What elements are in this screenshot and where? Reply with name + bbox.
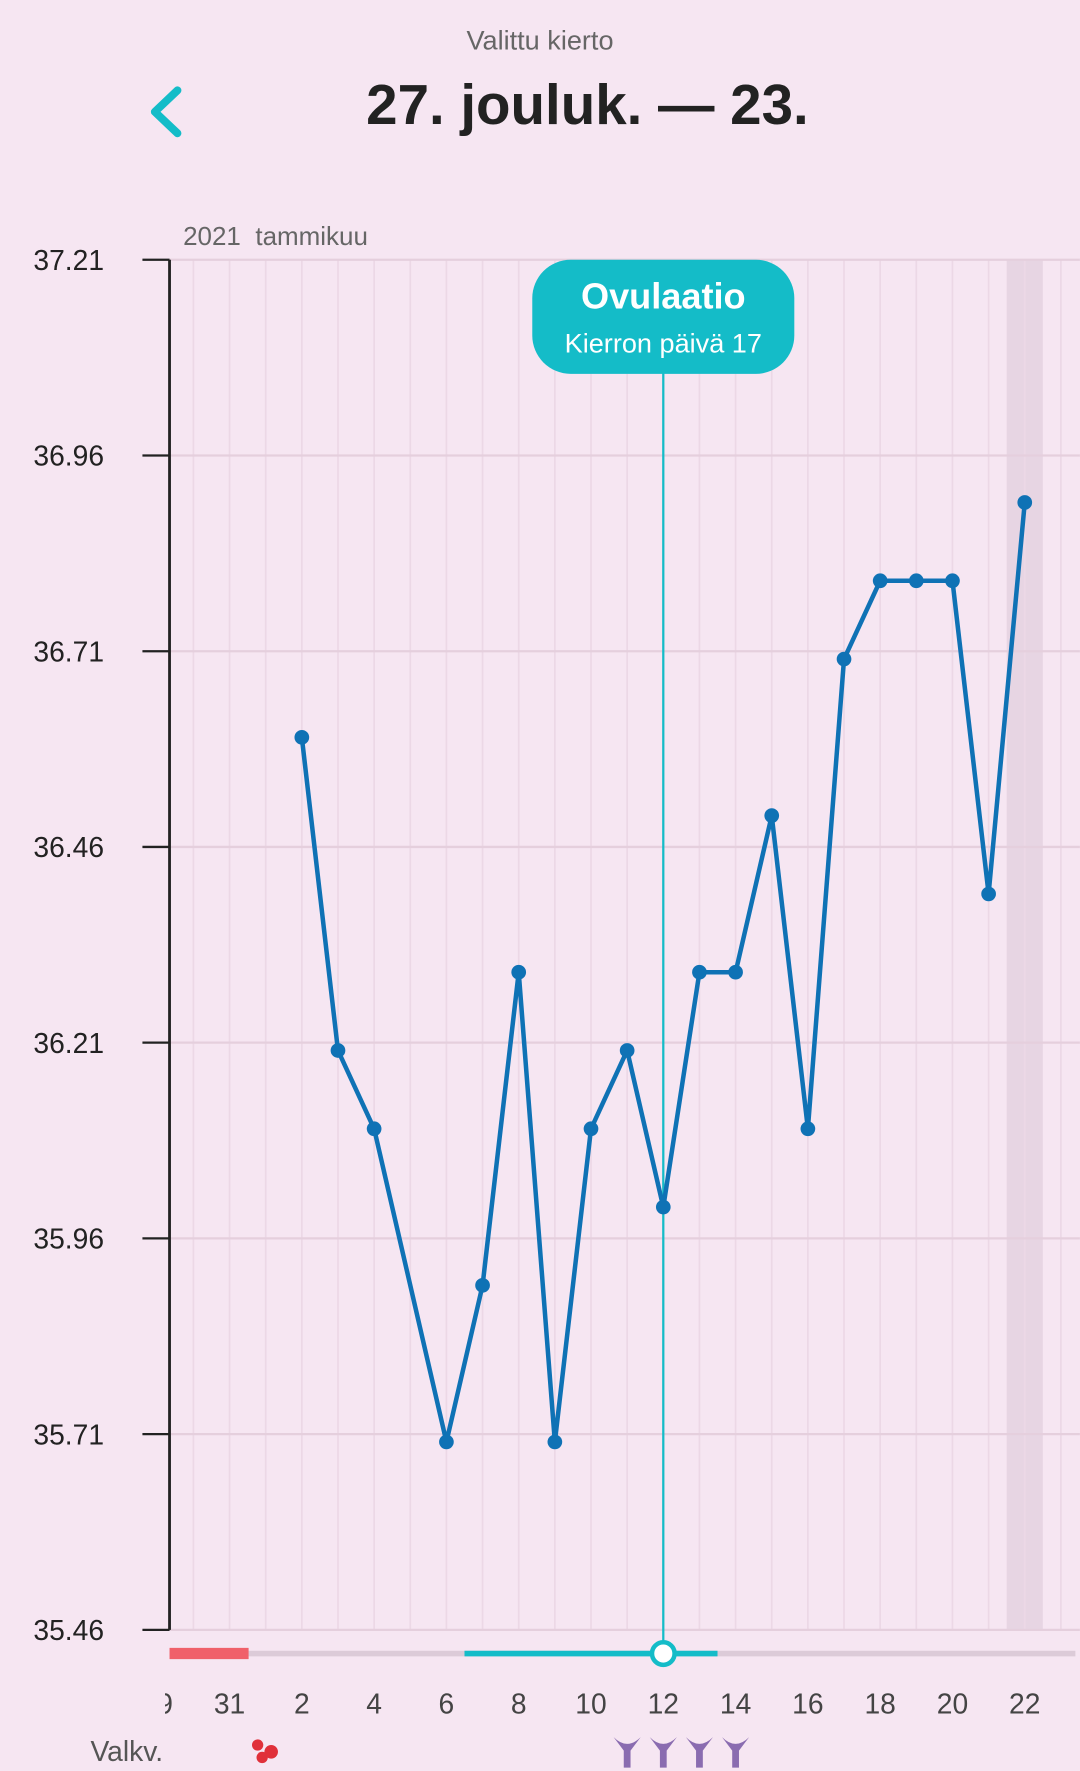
temperature-point <box>366 1121 382 1137</box>
y-tick-label: 36.96 <box>33 440 104 472</box>
month-label: 2021 <box>183 221 241 251</box>
temperature-point <box>872 573 888 589</box>
mucus-icon <box>722 1737 750 1768</box>
temperature-point <box>945 573 960 589</box>
mucus-icon <box>613 1737 641 1768</box>
temperature-point <box>764 808 780 823</box>
title: 27. jouluk. — 23. <box>366 73 808 136</box>
bleeding-icon <box>251 1739 264 1751</box>
temperature-point <box>547 1434 563 1450</box>
y-tick-label: 36.71 <box>33 635 104 667</box>
ovulation-marker <box>649 1639 677 1668</box>
bleeding-icon <box>264 1745 278 1759</box>
temperature-point <box>511 964 527 980</box>
x-ticks: 29 31 2 4 6 8 10 12 14 16 18 20 22 <box>142 1687 1040 1719</box>
temperature-point <box>475 1278 490 1293</box>
x-tick-label: 2 <box>294 1687 310 1719</box>
y-tick-label: 35.71 <box>33 1418 104 1450</box>
mucus-icon <box>685 1737 713 1768</box>
x-tick-label: 4 <box>366 1687 382 1719</box>
temperature-point <box>1017 495 1033 510</box>
temperature-point <box>619 1043 635 1058</box>
x-tick-label: 20 <box>937 1687 968 1719</box>
mucus-icon <box>649 1737 677 1768</box>
x-tick-label: 12 <box>648 1687 679 1719</box>
y-tick-label: 37.21 <box>33 244 104 276</box>
y-tick-label: 36.46 <box>33 831 104 863</box>
x-tick-label: 22 <box>1009 1687 1040 1719</box>
temperature-point <box>692 964 707 980</box>
month-label: tammikuu <box>255 221 368 251</box>
y-tick-label: 36.21 <box>33 1027 104 1059</box>
caption: Valittu kierto <box>466 25 613 56</box>
x-tick-label: 31 <box>214 1687 245 1719</box>
bleeding-icon <box>256 1751 268 1764</box>
x-tick-label: 16 <box>792 1687 823 1719</box>
row-label: Valkv. <box>90 1735 163 1767</box>
ovulation-title: Ovulaatio <box>581 275 746 316</box>
temperature-point <box>330 1043 346 1058</box>
x-tick-label: 10 <box>575 1687 606 1719</box>
temperature-point <box>583 1121 599 1137</box>
x-tick-label: 6 <box>439 1687 455 1719</box>
temperature-point <box>655 1199 671 1215</box>
x-tick-label: 8 <box>511 1687 527 1719</box>
x-tick-label: 14 <box>720 1687 751 1719</box>
temperature-point <box>439 1434 454 1450</box>
temperature-point <box>908 573 924 589</box>
temperature-point <box>836 651 852 667</box>
y-tick-label: 35.96 <box>33 1223 104 1255</box>
temperature-point <box>728 964 743 980</box>
ovulation-subtitle: Kierron päivä 17 <box>565 327 762 358</box>
temperature-point <box>981 886 996 902</box>
x-tick-label: 18 <box>864 1687 895 1719</box>
temperature-point <box>800 1121 816 1137</box>
x-tick-label: 29 <box>142 1687 173 1719</box>
y-tick-label: 35.46 <box>33 1614 104 1646</box>
ovulation-badge <box>532 259 795 374</box>
temperature-point <box>294 729 310 745</box>
back-button[interactable] <box>150 86 182 138</box>
